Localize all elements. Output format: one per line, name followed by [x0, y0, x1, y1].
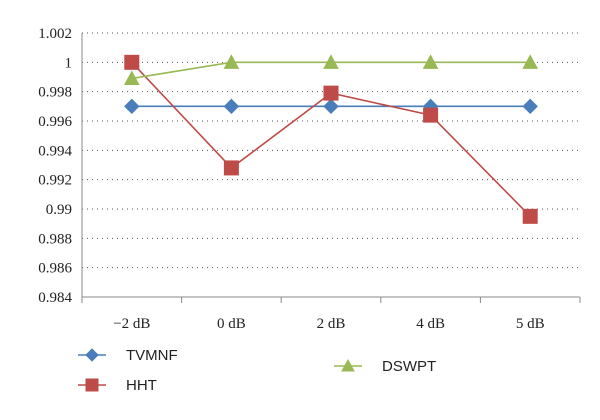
data-point-dswpt [522, 54, 539, 69]
data-point-hht [323, 85, 339, 101]
data-point-tvmnf [124, 98, 140, 115]
data-point-dswpt [123, 70, 140, 85]
x-tick-label: −2 dB [113, 316, 150, 332]
x-tick-label: 0 dB [217, 316, 246, 332]
data-point-tvmnf [522, 98, 538, 115]
y-tick-label: 0.998 [38, 85, 72, 101]
data-point-dswpt [323, 54, 339, 69]
data-point-hht [423, 107, 439, 123]
legend-marker-dswpt [341, 358, 355, 372]
y-tick-label: 0.994 [38, 143, 72, 159]
y-tick-label: 0.988 [38, 231, 72, 247]
y-tick-label: 0.992 [38, 173, 72, 189]
legend-marker-tvmnf [85, 348, 99, 362]
series-group [123, 54, 539, 224]
legend-marker-hht [85, 378, 99, 392]
legend: TVMNF HHT DSWPT [78, 347, 436, 394]
legend-label-dswpt: DSWPT [382, 358, 436, 375]
x-axis-ticks: −2 dB 0 dB 2 dB 4 dB 5 dB [113, 316, 544, 332]
y-axis-ticks: 0.984 0.986 0.988 0.99 0.992 0.994 0.996 0.998 1… [38, 26, 72, 306]
y-tick-label: 0.984 [38, 290, 72, 306]
y-tick-label: 0.99 [46, 202, 72, 218]
x-tick-label: 2 dB [317, 316, 346, 332]
y-tick-label: 0.986 [38, 261, 72, 277]
legend-label-tvmnf: TVMNF [126, 347, 178, 364]
data-point-tvmnf [323, 98, 339, 115]
series-line-hht [131, 61, 531, 217]
y-tick-label: 0.996 [38, 114, 72, 130]
y-tick-label: 1.002 [38, 26, 72, 42]
data-point-hht [223, 160, 239, 176]
data-point-hht [522, 208, 538, 224]
data-point-tvmnf [223, 98, 240, 115]
y-tick-label: 1 [65, 55, 73, 71]
data-point-hht [124, 54, 140, 70]
x-tick-label: 4 dB [416, 316, 445, 332]
data-point-dswpt [422, 54, 439, 69]
data-point-dswpt [223, 54, 240, 69]
axes [81, 33, 581, 303]
x-tick-label: 5 dB [516, 316, 545, 332]
legend-label-hht: HHT [126, 377, 157, 394]
